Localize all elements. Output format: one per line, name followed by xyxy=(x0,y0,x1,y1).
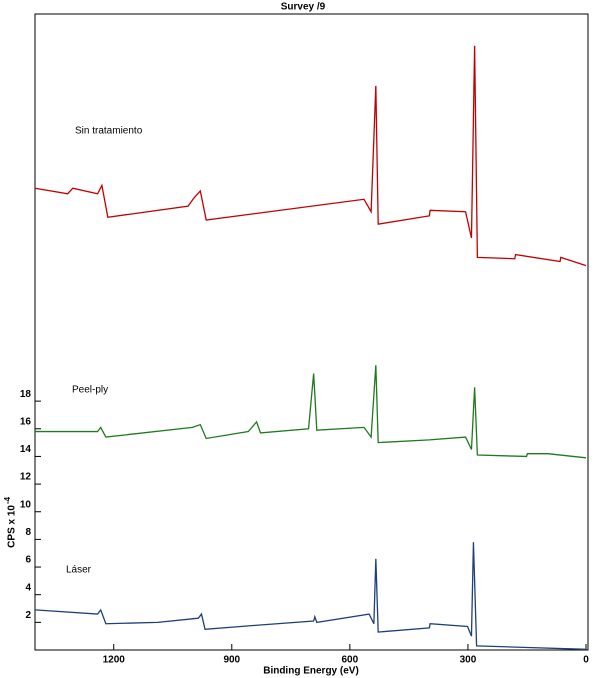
series-line xyxy=(35,365,587,459)
chart-title: Survey /9 xyxy=(281,2,326,13)
y-tick-label: 18 xyxy=(20,389,32,400)
series-line xyxy=(34,45,587,267)
x-axis-label: Binding Energy (eV) xyxy=(263,666,359,677)
x-tick-label: 900 xyxy=(223,655,240,666)
series-label: Peel-ply xyxy=(72,385,108,396)
x-tick-label: 600 xyxy=(342,655,359,666)
x-tick-label: 0 xyxy=(583,655,589,666)
y-axis-label: CPS x 10 xyxy=(7,505,18,548)
series-label: Sin tratamiento xyxy=(75,126,143,137)
y-tick-label: 4 xyxy=(25,582,31,593)
y-tick-label: 6 xyxy=(25,555,31,566)
y-tick-label: 16 xyxy=(20,416,32,427)
x-tick-label: 1200 xyxy=(103,655,126,666)
y-axis-label-group: CPS x 10 -4 xyxy=(3,496,18,547)
series-line xyxy=(34,542,587,650)
y-tick-label: 12 xyxy=(20,472,32,483)
y-axis-label-exponent: -4 xyxy=(3,496,12,504)
series-label: Láser xyxy=(66,565,92,576)
y-tick-label: 10 xyxy=(20,499,32,510)
plot-frame xyxy=(34,13,589,651)
y-tick-label: 2 xyxy=(25,610,31,621)
y-tick-label: 14 xyxy=(20,444,32,455)
x-tick-label: 300 xyxy=(460,655,477,666)
y-tick-label: 8 xyxy=(25,527,31,538)
